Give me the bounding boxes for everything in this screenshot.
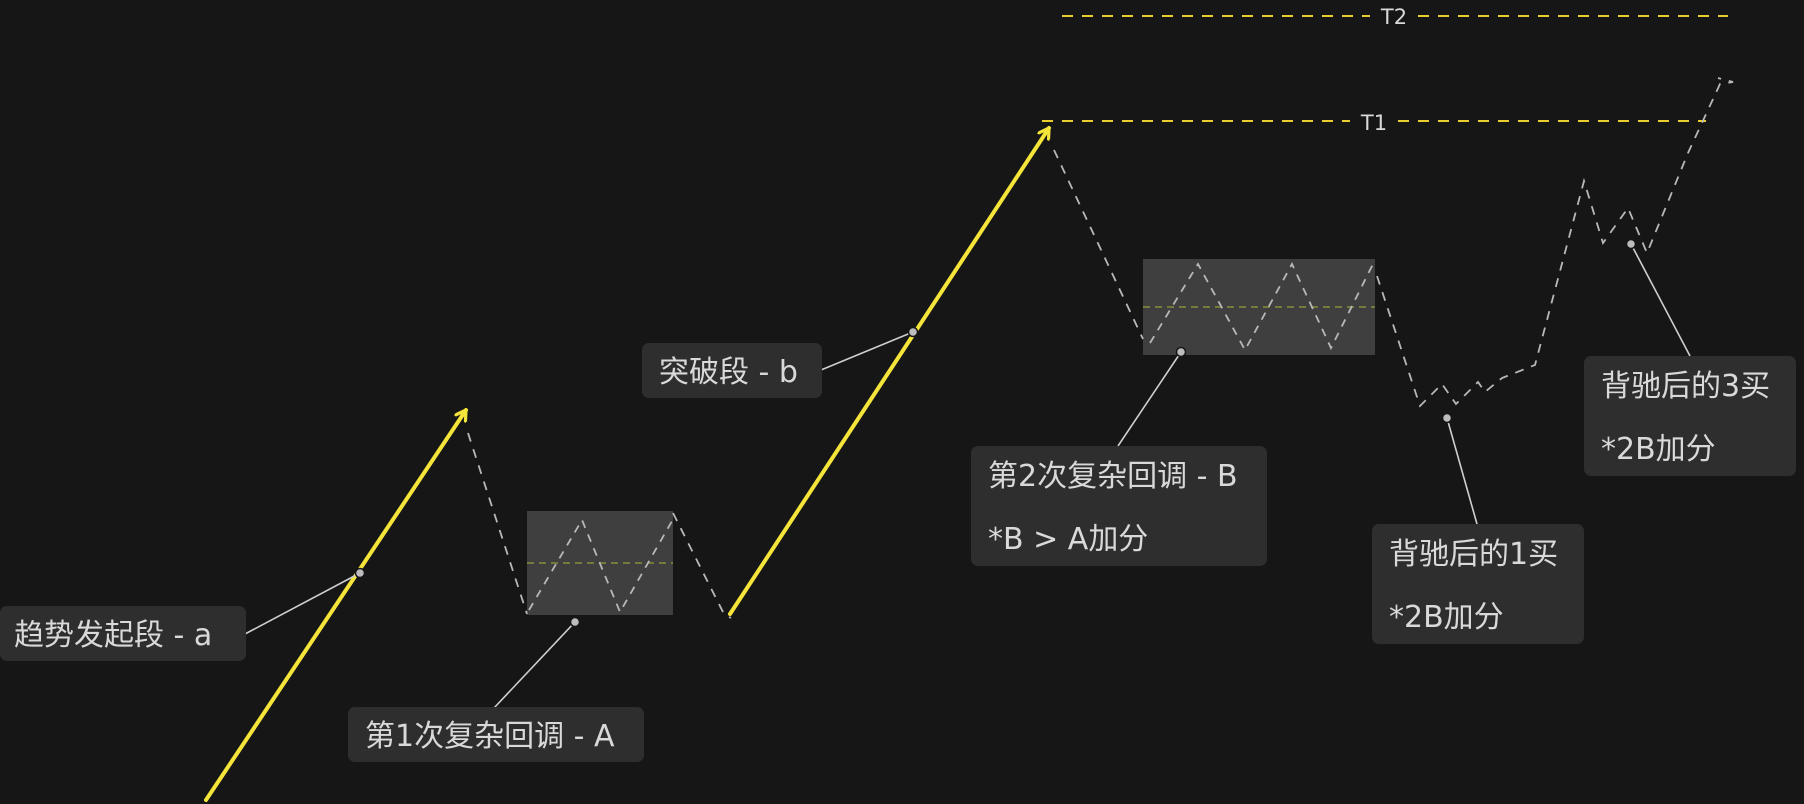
callout-pullback-a: 第1次复杂回调 - A [348, 707, 644, 762]
path-after-zone-a [672, 512, 732, 619]
callout-buy-1-box [1372, 524, 1584, 644]
callout-pullback-a-box [348, 707, 644, 762]
callout-pullback-b: 第2次复杂回调 - B *B > A加分 [971, 446, 1267, 566]
callout-segment-a-text: 趋势发起段 - a [14, 618, 212, 653]
callout-pullback-a-text: 第1次复杂回调 - A [365, 719, 615, 754]
callout-buy-3-line-1: 背驰后的3买 [1601, 369, 1770, 404]
anchor-dot-buy-3 [1625, 238, 1637, 250]
path-pullback-b [1053, 149, 1144, 340]
pullback-zone-b [1143, 259, 1375, 355]
callout-segment-b: 突破段 - b [642, 343, 822, 398]
anchor-dots [354, 238, 1637, 628]
callout-buy-3-line-2: *2B加分 [1601, 432, 1716, 467]
anchor-dot-pullback-b [1175, 346, 1187, 358]
callout-buy-3-box [1584, 356, 1796, 476]
connector-buy-3 [1630, 243, 1691, 357]
pullback-zone-a [527, 511, 673, 615]
price-path [467, 77, 1734, 619]
anchor-dot-segment-a [354, 567, 366, 579]
anchor-dot-pullback-a [569, 616, 581, 628]
path-pullback-a [467, 432, 528, 615]
callout-pullback-b-line-2: *B > A加分 [988, 522, 1148, 557]
connector-pullback-b [1117, 351, 1182, 447]
connector-segment-b [820, 331, 914, 371]
callout-segment-b-box [642, 343, 822, 398]
impulse-line-a [204, 408, 468, 802]
path-after-zone-b [1376, 77, 1734, 408]
connector-segment-a [244, 572, 361, 635]
level-label-t1: T1 [1360, 111, 1387, 135]
callout-connectors [244, 243, 1691, 709]
callout-buy-3: 背驰后的3买 *2B加分 [1584, 356, 1796, 476]
connector-pullback-a [493, 621, 576, 709]
target-levels: T2 T1 [1042, 5, 1728, 135]
callout-buy-1-line-1: 背驰后的1买 [1389, 537, 1558, 572]
callout-segment-a-box [0, 606, 246, 661]
callout-segment-b-text: 突破段 - b [659, 355, 798, 390]
zone-a-zigzag [528, 517, 673, 615]
connector-buy-1 [1446, 417, 1478, 525]
callout-buy-1-line-2: *2B加分 [1389, 600, 1504, 635]
callout-buy-1: 背驰后的1买 *2B加分 [1372, 524, 1584, 644]
callout-pullback-b-box [971, 446, 1267, 566]
level-label-t2: T2 [1380, 5, 1407, 29]
callout-pullback-b-line-1: 第2次复杂回调 - B [988, 459, 1238, 494]
anchor-dot-buy-1 [1441, 412, 1453, 424]
impulse-segments [204, 126, 1051, 802]
callout-segment-a: 趋势发起段 - a [0, 606, 246, 661]
impulse-line-b [728, 126, 1051, 616]
anchor-dot-segment-b [907, 326, 919, 338]
zone-b-zigzag [1149, 261, 1375, 352]
